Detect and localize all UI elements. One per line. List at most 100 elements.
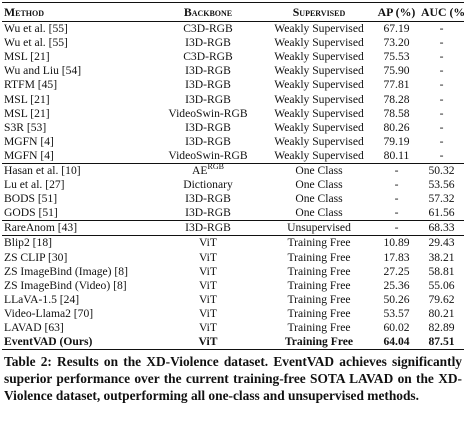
table-cell: ViT xyxy=(199,292,217,306)
table-row: MSL [21] C3D-RGB Weakly Supervised 75.53 - xyxy=(2,50,464,64)
table-cell: 75.53 xyxy=(383,50,410,64)
table-cell: ZS ImageBind (Video) [8] xyxy=(4,278,127,292)
table-row: Wu et al. [55] I3D-RGB Weakly Supervised 73… xyxy=(2,36,464,50)
table-cell: - xyxy=(439,148,444,162)
cell-text: AE xyxy=(192,163,208,177)
table-cell: 78.28 xyxy=(383,92,410,106)
table-cell: Training Free xyxy=(287,264,351,278)
table-cell: I3D-RGB xyxy=(185,36,231,50)
table-cell: 80.11 xyxy=(383,148,410,162)
table-cell: MSL [21] xyxy=(4,50,50,64)
table-cell: 61.56 xyxy=(428,206,455,220)
table-cell: - xyxy=(394,178,399,192)
table-cell: Weakly Supervised xyxy=(274,148,364,162)
table-cell: EventVAD (Ours) xyxy=(2,335,152,351)
table-cell: Hasan et al. [10] xyxy=(2,162,152,179)
table-cell: 17.83 xyxy=(383,250,410,264)
table-cell: Training Free xyxy=(287,250,351,264)
table-cell: Training Free xyxy=(264,235,374,251)
table-cell: Wu et al. [55] xyxy=(4,36,68,50)
table-cell: - xyxy=(394,192,399,206)
table-cell: LAVAD [63] xyxy=(4,321,64,335)
table-row: LLaVA-1.5 [24] ViT Training Free 50.26 79.62 xyxy=(2,293,464,307)
table-cell: 53.56 xyxy=(428,178,455,192)
table-cell: 78.58 xyxy=(383,106,410,120)
table-cell: Weakly Supervised xyxy=(274,78,364,92)
table-cell: 55.06 xyxy=(428,278,455,292)
table-row: LAVAD [63] ViT Training Free 60.02 82.89 xyxy=(2,321,464,335)
table-cell: 58.81 xyxy=(428,264,455,278)
table-cell: 87.51 xyxy=(419,335,464,351)
column-header: Supervised xyxy=(264,2,374,22)
table-cell: LLaVA-1.5 [24] xyxy=(4,292,80,306)
table-cell: Blip2 [18] xyxy=(2,235,152,251)
table-cell: ZS ImageBind (Image) [8] xyxy=(4,264,128,278)
table-cell: Weakly Supervised xyxy=(274,120,364,134)
table-cell: Weakly Supervised xyxy=(274,134,364,148)
table-cell: ViT xyxy=(199,321,217,335)
table-cell: Weakly Supervised xyxy=(274,22,364,36)
table-cell: 50.32 xyxy=(419,162,464,179)
table-cell: - xyxy=(439,106,444,120)
table-row: S3R [53] I3D-RGB Weakly Supervised 80.26 - xyxy=(2,121,464,135)
table-cell: S3R [53] xyxy=(4,120,47,134)
table-cell: MSL [21] xyxy=(4,92,50,106)
table-row: Lu et al. [27] Dictionary One Class - 53.56 xyxy=(2,178,464,192)
table-row: EventVAD (Ours) ViT Training Free 64.04 87.5… xyxy=(2,335,464,351)
table-row: Hasan et al. [10] AERGB One Class -50.32 xyxy=(2,162,464,179)
table-cell: - xyxy=(439,134,444,148)
table-cell: I3D-RGB xyxy=(185,92,231,106)
table-cell: I3D-RGB xyxy=(185,64,231,78)
column-header: AP (%) xyxy=(374,2,419,22)
cell-superscript: RGB xyxy=(207,163,224,172)
table-row: RTFM [45] I3D-RGB Weakly Supervised 77.81 - xyxy=(2,78,464,92)
table-row: ZS ImageBind (Video) [8] ViT Training Free… xyxy=(2,279,464,293)
table-cell: Weakly Supervised xyxy=(274,36,364,50)
table-cell: Training Free xyxy=(287,321,351,335)
table-cell: - xyxy=(374,162,419,179)
table-cell: GODS [51] xyxy=(4,206,58,220)
table-cell: - xyxy=(439,50,444,64)
table-cell: - xyxy=(374,220,419,236)
table-cell: Wu and Liu [54] xyxy=(4,64,82,78)
table-row: Video-Llama2 [70] ViT Training Free 53.57 80… xyxy=(2,307,464,321)
table-cell: Unsupervised xyxy=(264,220,374,236)
table-cell: - xyxy=(439,22,444,36)
table-cell: Training Free xyxy=(264,335,374,351)
table-cell: MSL [21] xyxy=(4,106,50,120)
table-cell: 80.26 xyxy=(383,120,410,134)
table-cell: AERGB xyxy=(152,162,264,179)
table-cell: 73.20 xyxy=(383,36,410,50)
table-cell: - xyxy=(439,78,444,92)
table-cell: ViT xyxy=(152,235,264,251)
table-cell: 27.25 xyxy=(383,264,410,278)
table-cell: ViT xyxy=(152,335,264,351)
table-cell: 67.19 xyxy=(383,22,410,36)
table-cell: - xyxy=(439,92,444,106)
table-cell: RareAnom [43] xyxy=(2,220,152,236)
table-cell: 82.89 xyxy=(428,321,455,335)
table-cell: 60.02 xyxy=(383,321,410,335)
column-header: Backbone xyxy=(152,2,264,22)
table-cell: 10.89 xyxy=(374,235,419,251)
table-cell: BODS [51] xyxy=(4,192,58,206)
table-cell: 79.62 xyxy=(428,292,455,306)
table-cell: One Class xyxy=(264,162,374,179)
table-cell: MGFN [4] xyxy=(4,134,54,148)
table-cell: One Class xyxy=(295,192,343,206)
table-cell: I3D-RGB xyxy=(152,220,264,236)
table-row: ZS ImageBind (Image) [8] ViT Training Free… xyxy=(2,265,464,279)
table-row: MGFN [4] I3D-RGB Weakly Supervised 79.19 - xyxy=(2,135,464,149)
table-row: Blip2 [18] ViT Training Free 10.89 29.43 xyxy=(2,235,464,251)
table-cell: - xyxy=(439,120,444,134)
table-cell: Weakly Supervised xyxy=(274,92,364,106)
table-cell: C3D-RGB xyxy=(183,50,233,64)
table-cell: One Class xyxy=(295,178,343,192)
table-cell: ViT xyxy=(199,278,217,292)
table-cell: 68.33 xyxy=(419,220,464,236)
table-cell: ZS CLIP [30] xyxy=(4,250,68,264)
table-cell: 77.81 xyxy=(383,78,410,92)
table-cell: Training Free xyxy=(287,292,351,306)
